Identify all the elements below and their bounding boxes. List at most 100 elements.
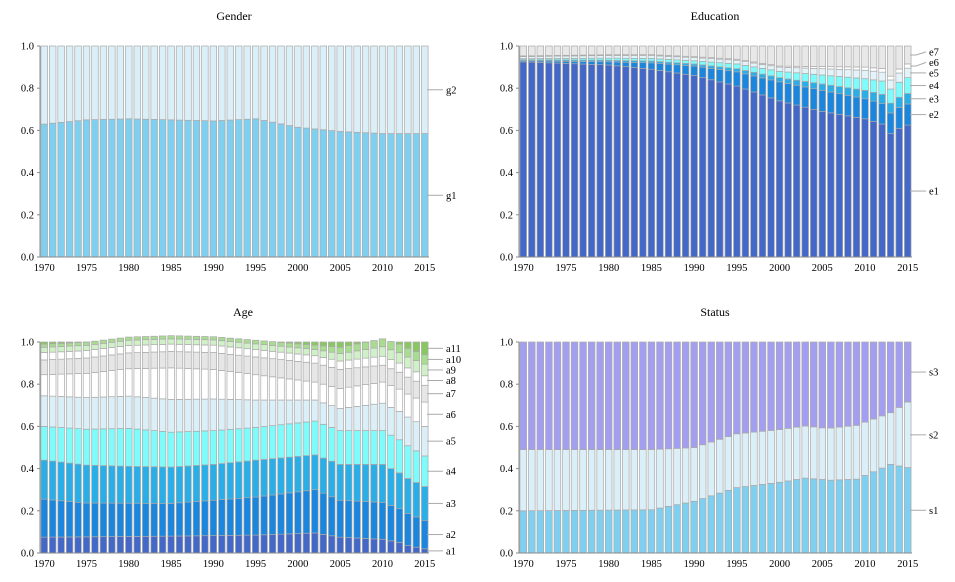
bar-s3-2004 [810,342,817,427]
bar-a6-1986 [176,368,183,399]
bar-a10-1983 [151,336,158,339]
bar-e6-2013 [887,76,894,80]
bar-e4-2000 [776,71,783,77]
bar-g2-1973 [66,46,73,122]
y-tick-label: 0.4 [21,168,35,179]
bar-a2-1996 [261,496,268,535]
bar-a3-1996 [261,459,268,496]
bar-e1-1983 [631,68,638,257]
bar-g2-1974 [75,46,82,121]
bar-a10-1973 [66,343,73,346]
bar-g1-2003 [320,130,327,257]
panel-title: Gender [216,9,251,23]
y-tick-label: 0.2 [21,506,34,517]
bar-a1-2000 [295,534,302,553]
bar-a11-2001 [303,342,310,344]
x-tick-label: 1990 [203,263,224,274]
bar-a3-1993 [235,462,242,499]
bar-a2-1983 [151,503,158,536]
bar-a7-1973 [66,359,73,374]
bar-g1-1977 [100,119,107,257]
bar-g1-1979 [117,119,124,257]
bar-a2-1971 [49,500,56,537]
y-tick-label: 0.8 [21,84,34,95]
x-tick-label: 2005 [330,263,351,274]
bar-s2-2014 [896,407,903,466]
bar-e7-2014 [896,46,903,69]
bar-a3-2013 [405,478,412,513]
bar-e5-2008 [845,70,852,78]
bar-a10-1988 [193,336,200,339]
leader-e6 [910,62,926,66]
bar-a8-1978 [109,348,116,355]
bar-a6-1979 [117,370,124,397]
bar-e7-1970 [520,46,527,56]
bar-a9-1971 [49,347,56,352]
bar-a9-2007 [354,351,361,359]
bar-s3-1985 [648,342,655,450]
bar-a3-1989 [202,465,209,501]
bar-a7-1976 [92,357,99,372]
bar-a1-1988 [193,536,200,553]
bar-a1-1999 [286,534,293,553]
bar-a4-2006 [345,431,352,465]
bar-a7-1970 [41,360,48,375]
bar-s1-1987 [665,506,672,553]
bar-a6-1990 [210,369,217,399]
bar-g2-1989 [202,46,209,121]
bar-a2-1988 [193,502,200,536]
bar-g1-1981 [134,119,141,257]
bar-a3-1973 [66,463,73,501]
bar-a5-1983 [151,398,158,430]
bar-e5-1992 [708,59,715,62]
bar-a6-1996 [261,376,268,400]
bar-g2-2003 [320,46,327,130]
bar-a9-1998 [278,346,285,352]
x-tick-label: 1990 [203,559,224,570]
bar-a2-2002 [312,490,319,533]
bar-a1-1977 [100,537,107,553]
bar-a3-2006 [345,464,352,500]
bar-a4-1975 [83,429,90,465]
bar-e5-1989 [682,57,689,60]
bar-s2-2012 [879,416,886,468]
x-tick-label: 2000 [769,559,790,570]
bar-a10-2014 [413,351,420,360]
bar-s1-2001 [785,481,792,553]
bar-a1-1998 [278,534,285,553]
bar-e5-1975 [563,56,570,58]
bar-a4-1978 [109,429,116,466]
bar-e3-2007 [836,87,843,94]
bar-a11-2014 [413,342,420,351]
bar-e2-1989 [682,65,689,74]
bar-e3-2000 [776,78,783,82]
bar-a10-1995 [252,340,259,344]
x-tick-label: 2010 [372,559,393,570]
bar-g1-2002 [312,129,319,257]
bar-a6-1989 [202,369,209,399]
bar-a1-2011 [388,541,395,553]
bar-a1-1985 [168,536,175,553]
bar-e2-2004 [810,89,817,110]
bar-e5-1994 [725,60,732,64]
bar-a6-2006 [345,387,352,407]
bar-e4-1993 [716,63,723,67]
bar-a7-2013 [405,377,412,394]
bar-g1-1982 [142,119,149,257]
x-tick-label: 2015 [897,559,918,570]
series-label-e5: e5 [929,68,939,79]
bar-a11-1972 [58,342,65,343]
bar-s2-2008 [845,426,852,479]
bar-s3-2003 [802,342,809,426]
bar-e6-2014 [896,69,903,73]
bar-a8-2009 [371,357,378,366]
bar-e2-1977 [580,62,587,65]
bar-s3-2014 [896,342,903,407]
bar-a1-1996 [261,535,268,553]
bar-g1-1988 [193,120,200,257]
bar-e2-1999 [768,80,775,98]
series-label-s1: s1 [929,506,938,517]
bar-a6-1992 [227,372,234,400]
bar-a4-2014 [413,451,420,483]
y-tick-label: 0.2 [21,210,34,221]
